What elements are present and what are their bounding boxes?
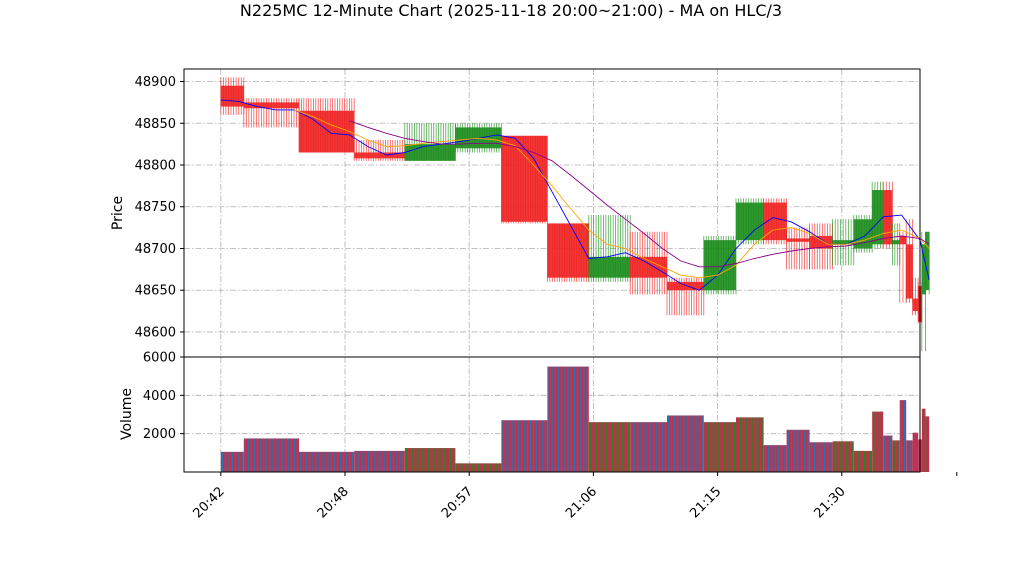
price-tick-label: 48650: [135, 284, 176, 299]
volume-bar: [925, 416, 930, 472]
volume-bar: [703, 422, 736, 472]
candle-body: [872, 190, 884, 245]
candle: [735, 198, 764, 245]
volume-bar: [872, 411, 884, 472]
candle-body: [809, 235, 833, 249]
ma_slow-line: [349, 120, 930, 268]
candle-body: [786, 238, 810, 242]
candle-body: [736, 202, 764, 241]
price-tick-label: 48600: [135, 325, 176, 340]
candle: [763, 198, 787, 245]
candle: [853, 215, 873, 253]
ma_fast-line: [220, 99, 930, 291]
candle: [786, 227, 810, 270]
volume-bar-fill: [667, 415, 704, 472]
volume-tick-label: 4000: [143, 389, 176, 404]
volume-bar: [809, 442, 833, 472]
volume-bar: [667, 415, 704, 472]
volume-bar: [832, 441, 854, 472]
volume-bar: [455, 463, 502, 472]
volume-bar: [763, 445, 787, 472]
candle: [588, 215, 631, 282]
ma_mid-line: [294, 109, 930, 279]
candle-body: [899, 235, 907, 245]
volume-bar: [899, 400, 907, 472]
volume-plot-area: [220, 366, 930, 472]
candle-body: [883, 190, 893, 245]
chart-title: N225MC 12-Minute Chart (2025-11-18 20:00…: [240, 1, 782, 20]
volume-bar: [883, 435, 893, 472]
candle: [500, 135, 548, 224]
candle-body: [925, 231, 930, 291]
volume-bar: [243, 438, 299, 472]
candle-body: [220, 85, 244, 107]
volume-bar-fill: [243, 438, 299, 472]
volume-tick-label: 6000: [143, 351, 176, 366]
volume-bar: [906, 440, 913, 472]
volume-bar-fill: [404, 448, 456, 472]
volume-bar: [354, 450, 405, 472]
price-tick-label: 48700: [135, 242, 176, 257]
volume-bar: [588, 422, 631, 472]
candle: [353, 139, 406, 161]
candle-body: [630, 256, 667, 278]
volume-bar: [547, 366, 589, 472]
volume-bar: [853, 450, 873, 472]
volume-bar-fill: [906, 440, 913, 472]
volume-bar: [630, 422, 667, 472]
price-plot-area: [220, 77, 930, 352]
price-tick-label: 48900: [135, 75, 176, 90]
candle-body: [243, 102, 299, 109]
volume-bar: [220, 451, 244, 472]
volume-axes-frame: [183, 356, 921, 473]
volume-bar: [501, 420, 548, 472]
candle-body: [906, 244, 913, 299]
price-y-ticks: 48600 48650 48700 48750 48800 48850 48900: [135, 75, 184, 340]
candle-body: [912, 298, 919, 312]
volume-bar: [736, 417, 764, 472]
volume-bar: [786, 429, 810, 472]
candle: [666, 277, 705, 316]
price-tick-label: 48800: [135, 159, 176, 174]
volume-bar-fill: [299, 451, 355, 472]
volume-bar: [921, 408, 926, 472]
volume-bar: [404, 448, 456, 472]
candle: [547, 223, 590, 282]
volume-bar-fill: [354, 450, 405, 472]
volume-tick-label: 2000: [143, 427, 176, 442]
candle: [298, 98, 355, 153]
candle-body: [588, 256, 631, 278]
candle-body: [763, 202, 787, 241]
volume-bar-fill: [892, 440, 900, 472]
price-tick-label: 48750: [135, 200, 176, 215]
volume-y-ticks: 2000 4000 6000: [143, 351, 184, 442]
volume-bar-fill: [630, 422, 667, 472]
candle-body: [892, 240, 900, 245]
candle-body: [299, 110, 355, 153]
volume-bar: [912, 432, 919, 472]
candle-body: [354, 152, 405, 159]
volume-axis-label: Volume: [119, 388, 135, 440]
moving-average-lines: [220, 99, 930, 291]
candle: [629, 231, 668, 295]
candle-body: [501, 135, 548, 222]
candle: [703, 235, 737, 295]
candle-body: [667, 281, 704, 291]
price-axis-label: Price: [110, 196, 126, 230]
volume-bar: [299, 451, 355, 472]
price-tick-label: 48850: [135, 117, 176, 132]
volume-bar-fill: [853, 450, 873, 472]
candle-body: [832, 240, 854, 245]
volume-bar: [892, 440, 900, 472]
candle-body: [404, 144, 456, 161]
candle-body: [921, 244, 926, 295]
candle-body: [547, 223, 589, 278]
candle: [925, 231, 930, 295]
volume-bar-fill: [899, 400, 907, 472]
